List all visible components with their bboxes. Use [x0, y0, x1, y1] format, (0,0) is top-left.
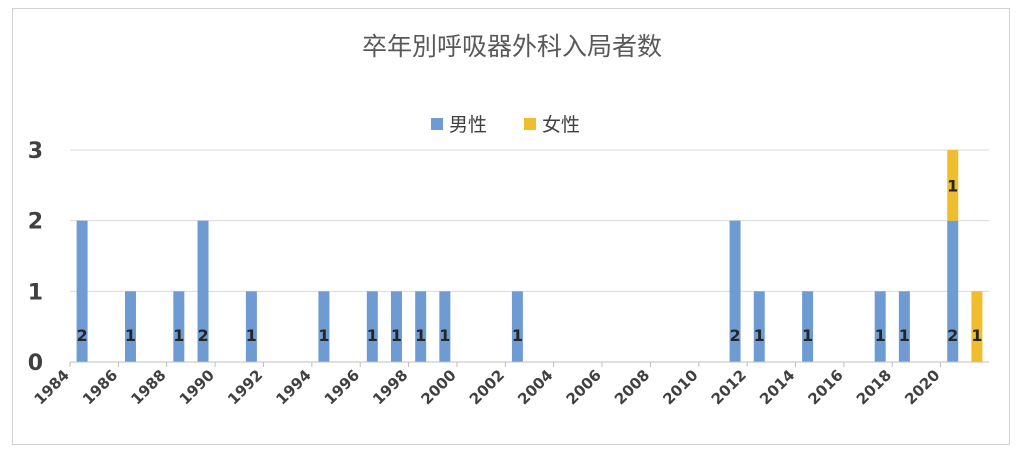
- legend: 男性 女性: [431, 114, 580, 136]
- x-tick-label: 2010: [659, 366, 701, 408]
- x-tick-label: 2016: [804, 366, 846, 408]
- bar-male: [802, 291, 814, 362]
- bar-male: [390, 291, 402, 362]
- bar-male: [318, 291, 330, 362]
- x-tick-label: 1998: [369, 366, 411, 408]
- x-tick-label: 2020: [901, 366, 943, 408]
- bars: 2 1 1 2 1 1 1 1 1 1 1 2 1 1 1 1 211: [76, 150, 983, 362]
- bar-female: [971, 291, 983, 362]
- data-label: 1: [947, 176, 958, 195]
- bar-male: [511, 291, 523, 362]
- legend-label-male: 男性: [449, 114, 487, 136]
- bar-male: [898, 291, 910, 362]
- data-label: 1: [173, 326, 184, 345]
- data-label: 1: [439, 326, 450, 345]
- x-tick-label: 1986: [79, 366, 121, 408]
- x-tick-label: 2018: [853, 366, 895, 408]
- x-tick-label: 1994: [272, 366, 314, 408]
- legend-swatch-female: [524, 118, 536, 130]
- data-label: 2: [197, 326, 208, 345]
- y-axis: 0 1 2 3: [28, 139, 43, 376]
- bar-male: [753, 291, 765, 362]
- data-label: 1: [246, 326, 257, 345]
- data-label: 1: [367, 326, 378, 345]
- data-label: 1: [125, 326, 136, 345]
- bar-male: [729, 220, 741, 362]
- bar-male: [173, 291, 185, 362]
- legend-swatch-male: [431, 118, 443, 130]
- data-label: 1: [318, 326, 329, 345]
- data-label: 2: [77, 326, 88, 345]
- x-tick-label: 2002: [466, 366, 508, 408]
- x-tick-label: 2014: [756, 366, 798, 408]
- bar-male: [197, 220, 209, 362]
- data-label: 1: [512, 326, 523, 345]
- data-label: 2: [729, 326, 740, 345]
- bar-male: [415, 291, 427, 362]
- bar-male: [366, 291, 378, 362]
- gridlines: [70, 149, 989, 292]
- bar-male: [439, 291, 451, 362]
- bar-male: [76, 220, 88, 362]
- x-tick-label: 1990: [176, 366, 218, 408]
- x-axis: 1984 1986 1988 1990 1992 1994 1996 1998 2000 2002…: [31, 361, 989, 408]
- data-label: 1: [415, 326, 426, 345]
- legend-label-female: 女性: [542, 114, 580, 136]
- bar-male: [124, 291, 136, 362]
- bar-male: [947, 220, 959, 362]
- bar-female: [947, 150, 959, 221]
- x-tick-label: 2008: [611, 366, 653, 408]
- x-tick-label: 1988: [127, 366, 169, 408]
- data-label: 2: [947, 326, 958, 345]
- data-label: 1: [875, 326, 886, 345]
- x-tick-label: 2012: [708, 366, 750, 408]
- y-tick-label: 0: [28, 351, 43, 376]
- y-tick-label: 2: [28, 210, 43, 235]
- bar-male: [874, 291, 886, 362]
- x-tick-label: 2000: [418, 366, 460, 408]
- x-tick-label: 2004: [514, 366, 556, 408]
- data-label: 1: [754, 326, 765, 345]
- x-tick-label: 1992: [224, 366, 266, 408]
- x-tick-label: 1996: [321, 366, 363, 408]
- y-tick-label: 3: [28, 139, 43, 164]
- data-label: 1: [899, 326, 910, 345]
- data-label: 1: [391, 326, 402, 345]
- x-tick-label: 2006: [563, 366, 605, 408]
- data-label: 1: [971, 326, 982, 345]
- data-label: 1: [802, 326, 813, 345]
- bar-male: [245, 291, 257, 362]
- y-tick-label: 1: [28, 280, 43, 305]
- chart-title: 卒年別呼吸器外科入局者数: [362, 32, 662, 61]
